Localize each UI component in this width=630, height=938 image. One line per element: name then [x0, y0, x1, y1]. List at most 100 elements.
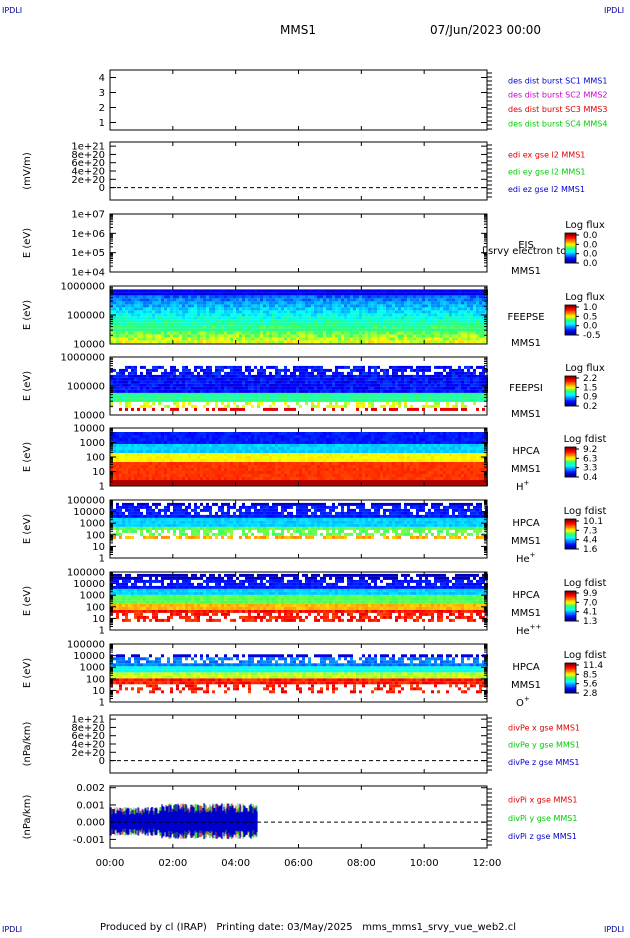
eis-colorbar-title: Log flux — [565, 220, 605, 231]
hpca-h-y-tick-label: 10000 — [73, 424, 105, 435]
feepse-colorbar-title: Log flux — [565, 292, 605, 303]
time-axis-label: 08:00 — [347, 858, 376, 869]
hpca-h-y-tick-label: 1 — [99, 482, 105, 493]
feepse-y-tick-label: 10000 — [73, 340, 105, 351]
corner-label-bottom-left: IPDLI — [2, 925, 22, 934]
hpca-he-colorbar-title: Log fdist — [564, 506, 607, 517]
eis-frame — [110, 214, 487, 272]
hpca-he-y-tick-label: 10000 — [73, 507, 105, 518]
hpca-hepp-y-tick-label: 1000 — [80, 591, 105, 602]
time-axis-label: 00:00 — [96, 858, 125, 869]
divpi-legend-entry: divPi z gse MMS1 — [508, 832, 577, 841]
hpca-h-instrument-label: HPCA — [512, 446, 540, 457]
hpca-h-colorbar-tick-label: 0.4 — [583, 473, 598, 483]
hpca-h-colorbar — [565, 447, 579, 477]
hpca-hepp-y-tick-label: 1 — [99, 626, 105, 637]
hpca-o-colorbar-tick-label: 2.8 — [583, 689, 598, 699]
hpca-o-colorbar-title: Log fdist — [564, 650, 607, 661]
corner-label-bottom-right: IPDLI — [604, 925, 624, 934]
hpca-hepp-y-axis-label: E (eV) — [22, 586, 33, 616]
feepse-spacecraft-label: MMS1 — [511, 338, 541, 349]
panel-feepse: 1000000 100000 10000 E (eV) FEEPSE MMS1 Log fl… — [22, 282, 605, 351]
feepse-spectrogram — [110, 289, 488, 343]
hpca-he-colorbar-tick-label: 1.6 — [583, 545, 598, 555]
sc-positions-legend-entry: des dist burst SC3 MMS3 — [508, 105, 607, 114]
eis-y-axis-label: E (eV) — [22, 228, 33, 258]
edi-e-y-axis-label: (mV/m) — [22, 152, 33, 190]
time-axis-label: 06:00 — [284, 858, 313, 869]
sc-positions-y-tick-label: 1 — [99, 118, 105, 129]
time-axis-label: 12:00 — [473, 858, 502, 869]
divpe-legend-entry: divPe z gse MMS1 — [508, 758, 579, 767]
eis-overlay-text: l srvy electron tof — [482, 246, 570, 257]
hpca-hepp-y-tick-label: 10 — [92, 614, 105, 625]
hpca-hepp-colorbar — [565, 591, 579, 621]
divpi-y-tick-label: -0.001 — [73, 835, 105, 846]
hpca-o-y-tick-label: 100 — [86, 674, 105, 685]
feepsi-colorbar — [565, 376, 579, 406]
eis-y-tick-label: 1e+06 — [71, 229, 105, 240]
hpca-he-y-tick-label: 100 — [86, 530, 105, 541]
divpi-y-tick-label: 0.001 — [76, 800, 105, 811]
divpe-legend-entry: divPe x gse MMS1 — [508, 724, 580, 733]
hpca-hepp-y-tick-label: 100 — [86, 602, 105, 613]
hpca-o-y-tick-label: 1000 — [80, 663, 105, 674]
plot-title-datetime: 07/Jun/2023 00:00 — [430, 23, 541, 37]
corner-label-top-right: IPDLI — [604, 6, 624, 15]
sc-positions-legend-entry: des dist burst SC4 MMS4 — [508, 119, 607, 128]
hpca-hepp-colorbar-title: Log fdist — [564, 578, 607, 589]
divpi-y-tick-label: 0.002 — [76, 783, 105, 794]
feepsi-colorbar-title: Log flux — [565, 363, 605, 374]
hpca-h-spacecraft-label: MMS1 — [511, 464, 541, 475]
hpca-he-spectrogram — [110, 503, 488, 539]
hpca-he-colorbar — [565, 519, 579, 549]
feepse-instrument-label: FEEPSE — [507, 312, 544, 323]
hpca-he-spacecraft-label: MMS1 — [511, 536, 541, 547]
hpca-he-instrument-label: HPCA — [512, 518, 540, 529]
sc-positions-frame — [110, 70, 487, 130]
hpca-he-y-axis-label: E (eV) — [22, 514, 33, 544]
hpca-hepp-colorbar-tick-label: 1.3 — [583, 617, 597, 627]
feepse-colorbar — [565, 305, 579, 335]
divpe-y-tick-label: 0 — [99, 756, 105, 767]
hpca-o-y-tick-label: 10 — [92, 686, 105, 697]
plot-title-spacecraft: MMS1 — [280, 23, 316, 37]
edi-e-legend-entry: edi ex gse l2 MMS1 — [508, 151, 585, 160]
divpi-legend-entry: divPi x gse MMS1 — [508, 796, 577, 805]
hpca-h-spectrogram — [110, 432, 488, 486]
hpca-o-y-tick-label: 100000 — [67, 640, 105, 651]
hpca-o-instrument-label: HPCA — [512, 662, 540, 673]
hpca-hepp-spacecraft-label: MMS1 — [511, 608, 541, 619]
divpi-legend-entry: divPi y gse MMS1 — [508, 814, 577, 823]
feepse-y-tick-label: 1000000 — [60, 282, 105, 293]
hpca-o-y-tick-label: 1 — [99, 698, 105, 709]
hpca-o-y-tick-label: 10000 — [73, 651, 105, 662]
sc-positions-legend-entry: des dist burst SC1 MMS1 — [508, 76, 607, 85]
hpca-he-y-tick-label: 1 — [99, 554, 105, 565]
hpca-o-spacecraft-label: MMS1 — [511, 680, 541, 691]
feepse-colorbar-tick-label: -0.5 — [583, 331, 601, 341]
hpca-h-y-axis-label: E (eV) — [22, 442, 33, 472]
hpca-h-y-tick-label: 1000 — [80, 438, 105, 449]
feepse-y-tick-label: 100000 — [67, 311, 105, 322]
hpca-o-colorbar — [565, 663, 579, 693]
hpca-he-y-tick-label: 10 — [92, 542, 105, 553]
hpca-h-species-label: H+ — [516, 479, 530, 493]
time-axis-label: 02:00 — [158, 858, 187, 869]
divpe-legend-entry: divPe y gse MMS1 — [508, 741, 580, 750]
divpi-series-2 — [110, 803, 257, 839]
time-axis-label: 04:00 — [221, 858, 250, 869]
feepse-y-axis-label: E (eV) — [22, 300, 33, 330]
feepsi-y-tick-label: 10000 — [73, 411, 105, 422]
hpca-hepp-y-tick-label: 10000 — [73, 579, 105, 590]
hpca-hepp-species-label: He++ — [516, 623, 542, 637]
feepsi-spacecraft-label: MMS1 — [511, 409, 541, 420]
hpca-hepp-spectrogram — [110, 574, 488, 622]
divpi-series — [110, 803, 257, 839]
